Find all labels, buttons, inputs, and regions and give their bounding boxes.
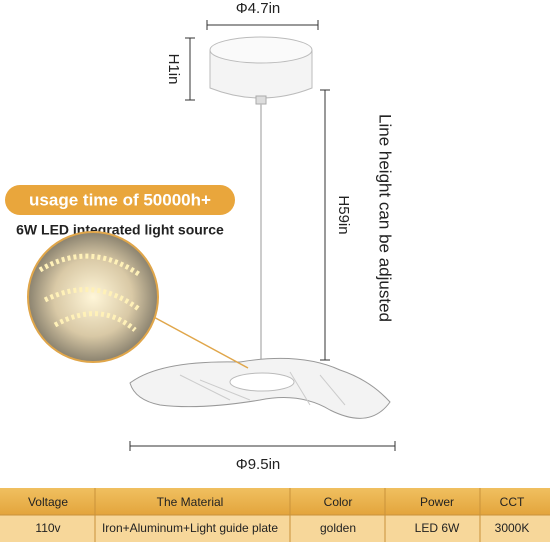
table-header-cell: Color xyxy=(324,495,353,509)
dimension-lines xyxy=(129,20,396,451)
caption: 6W LED integrated light source xyxy=(16,222,224,238)
shade xyxy=(129,357,391,419)
table-header-bg xyxy=(0,488,550,515)
table-header-cell: The Material xyxy=(157,495,224,509)
canopy xyxy=(209,36,313,105)
badge: usage time of 50000h+ xyxy=(29,190,211,209)
table-cell: golden xyxy=(320,521,356,535)
table-header-cell: Voltage xyxy=(28,495,68,509)
magnifier xyxy=(27,231,249,369)
spec-table: Voltage The Material Color Power CCT 110v Iron… xyxy=(0,488,550,542)
canopy-diameter: Φ4.7in xyxy=(236,0,281,17)
line-height: H59in xyxy=(335,195,352,234)
line-note: Line height can be adjusted xyxy=(376,114,395,322)
table-row-bg xyxy=(0,515,550,542)
table-cell: Iron+Aluminum+Light guide plate xyxy=(102,521,278,535)
table-cell: 110v xyxy=(35,521,60,535)
canopy-height: H1in xyxy=(165,54,182,85)
table-cell: LED 6W xyxy=(415,521,460,535)
table-cell: 3000K xyxy=(495,521,530,535)
shade-diameter: Φ9.5in xyxy=(236,456,281,473)
table-header-cell: CCT xyxy=(500,495,525,509)
table-header-cell: Power xyxy=(420,495,454,509)
badge-bg xyxy=(5,185,235,215)
